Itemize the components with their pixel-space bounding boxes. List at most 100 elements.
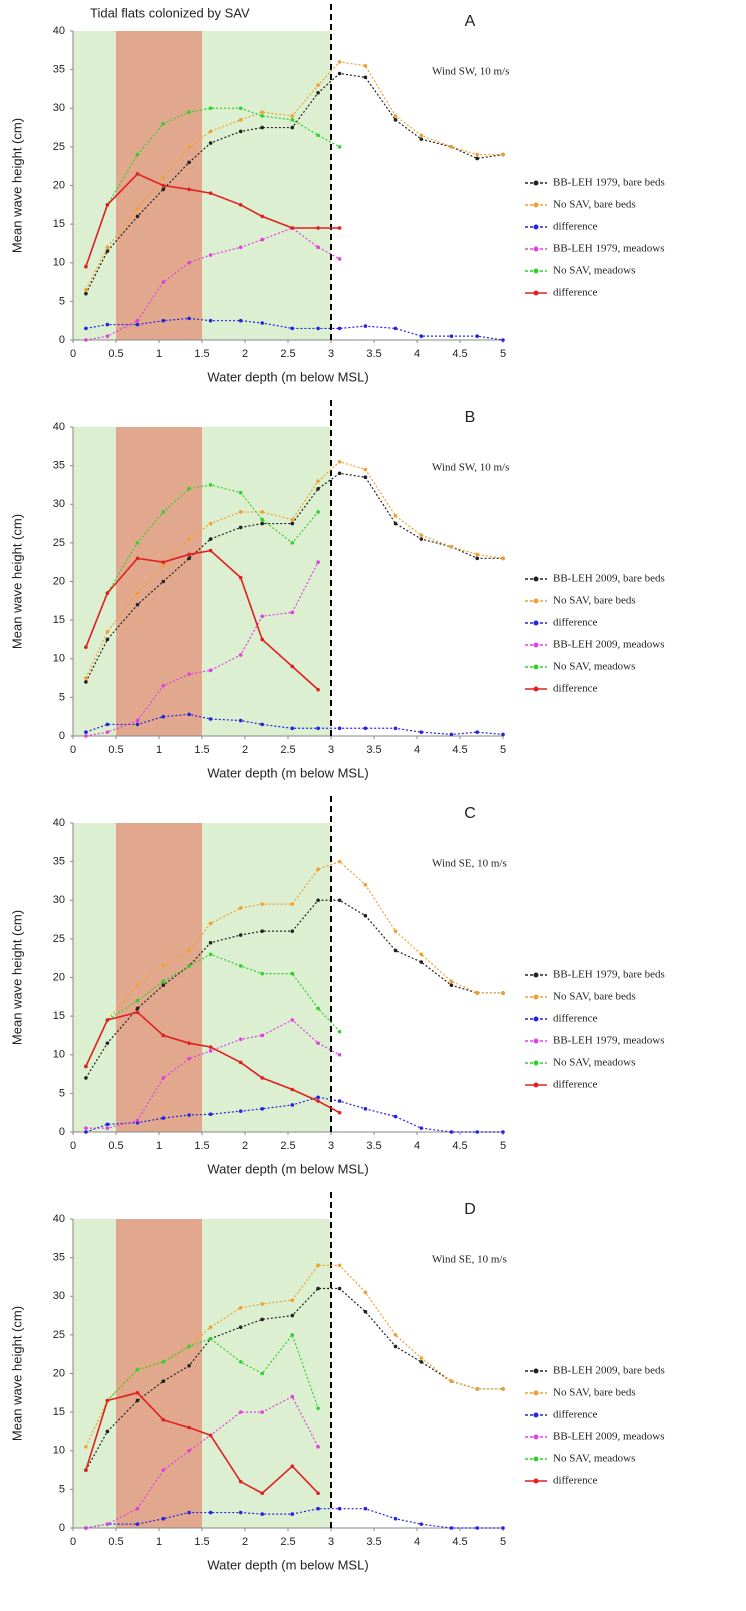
legend-marker — [533, 1016, 539, 1022]
data-point — [161, 560, 166, 564]
data-point — [363, 475, 368, 480]
data-point — [316, 83, 320, 87]
data-point — [208, 548, 213, 553]
data-point — [84, 291, 88, 296]
y-tick-label: 25 — [53, 1329, 65, 1341]
data-point — [449, 145, 454, 149]
data-point — [238, 245, 243, 250]
data-point — [208, 921, 213, 926]
data-point — [135, 591, 140, 595]
data-point — [316, 867, 320, 872]
x-tick-label: 1 — [156, 744, 162, 756]
legend-label: difference — [553, 1013, 597, 1025]
data-point — [316, 726, 320, 731]
y-tick-label: 10 — [53, 1049, 65, 1061]
y-tick-label: 0 — [59, 730, 65, 742]
data-point — [208, 717, 213, 721]
depth-band — [116, 427, 202, 736]
data-point — [187, 537, 191, 541]
data-point — [84, 1130, 88, 1134]
data-point — [161, 1116, 166, 1120]
data-point — [161, 183, 166, 188]
data-point — [337, 898, 342, 903]
data-point — [84, 1126, 88, 1130]
data-point — [161, 683, 166, 688]
x-tick-label: 3 — [328, 348, 334, 360]
data-point — [135, 998, 140, 1003]
legend-label: BB-LEH 2009, bare beds — [553, 573, 665, 585]
y-tick-label: 25 — [53, 537, 65, 549]
legend-label: BB-LEH 1979, bare beds — [553, 969, 665, 981]
y-tick-label: 30 — [53, 102, 65, 114]
data-point — [316, 226, 320, 230]
x-tick-label: 2.5 — [280, 744, 295, 756]
x-tick-label: 4 — [414, 1536, 420, 1548]
data-point — [316, 245, 320, 250]
data-point — [475, 730, 480, 734]
y-tick-label: 25 — [53, 141, 65, 153]
data-point — [475, 552, 480, 557]
data-point — [419, 1522, 424, 1526]
data-point — [337, 1110, 342, 1115]
data-point — [135, 214, 140, 219]
data-point — [393, 1333, 398, 1337]
data-point — [290, 326, 295, 331]
y-tick-label: 35 — [53, 1252, 65, 1264]
legend-label: No SAV, meadows — [553, 1057, 635, 1069]
data-point — [105, 1398, 110, 1403]
data-point — [135, 541, 140, 545]
x-tick-label: 4.5 — [452, 1536, 467, 1548]
y-tick-label: 5 — [59, 691, 65, 703]
x-tick-label: 4 — [414, 1140, 420, 1152]
legend-label: difference — [553, 1079, 597, 1091]
legend-label: difference — [553, 617, 597, 629]
data-point — [238, 1306, 243, 1310]
data-point — [363, 726, 368, 731]
data-point — [290, 541, 295, 545]
data-point — [260, 1371, 265, 1376]
data-point — [105, 1429, 110, 1434]
data-point — [161, 1468, 166, 1472]
y-tick-label: 5 — [59, 295, 65, 307]
y-tick-label: 5 — [59, 1087, 65, 1099]
panel-title: D — [464, 1201, 476, 1218]
data-point — [187, 1041, 191, 1045]
data-point — [105, 1522, 110, 1526]
y-tick-label: 30 — [53, 1290, 65, 1302]
x-axis-label: Water depth (m below MSL) — [207, 369, 368, 384]
data-point — [238, 510, 243, 514]
data-point — [290, 521, 295, 526]
legend-marker — [533, 1434, 539, 1440]
data-point — [337, 1286, 342, 1291]
legend-label: No SAV, meadows — [553, 265, 635, 277]
y-tick-label: 10 — [53, 257, 65, 269]
depth-band — [116, 31, 202, 340]
legend-marker — [533, 620, 539, 626]
data-point — [208, 537, 213, 541]
data-point — [135, 318, 140, 323]
data-point — [105, 334, 110, 338]
data-point — [84, 326, 88, 331]
legend-label: BB-LEH 1979, meadows — [553, 243, 665, 255]
legend-marker — [533, 1082, 539, 1088]
y-tick-label: 40 — [53, 421, 65, 433]
data-point — [187, 1425, 191, 1430]
data-point — [161, 121, 166, 126]
data-point — [135, 1010, 140, 1015]
legend-label: difference — [553, 1409, 597, 1421]
data-point — [260, 517, 265, 522]
data-point — [187, 1056, 191, 1061]
data-point — [290, 929, 295, 933]
annotation: Wind SW, 10 m/s — [432, 462, 509, 474]
data-point — [337, 1099, 342, 1103]
data-point — [105, 1041, 110, 1045]
x-tick-label: 1.5 — [194, 744, 209, 756]
data-point — [208, 106, 213, 111]
x-tick-label: 4 — [414, 348, 420, 360]
x-tick-label: 4.5 — [452, 744, 467, 756]
legend-marker — [533, 1060, 539, 1066]
data-point — [187, 487, 191, 491]
y-tick-label: 35 — [53, 64, 65, 76]
legend-marker — [533, 1390, 539, 1396]
data-point — [260, 929, 265, 933]
